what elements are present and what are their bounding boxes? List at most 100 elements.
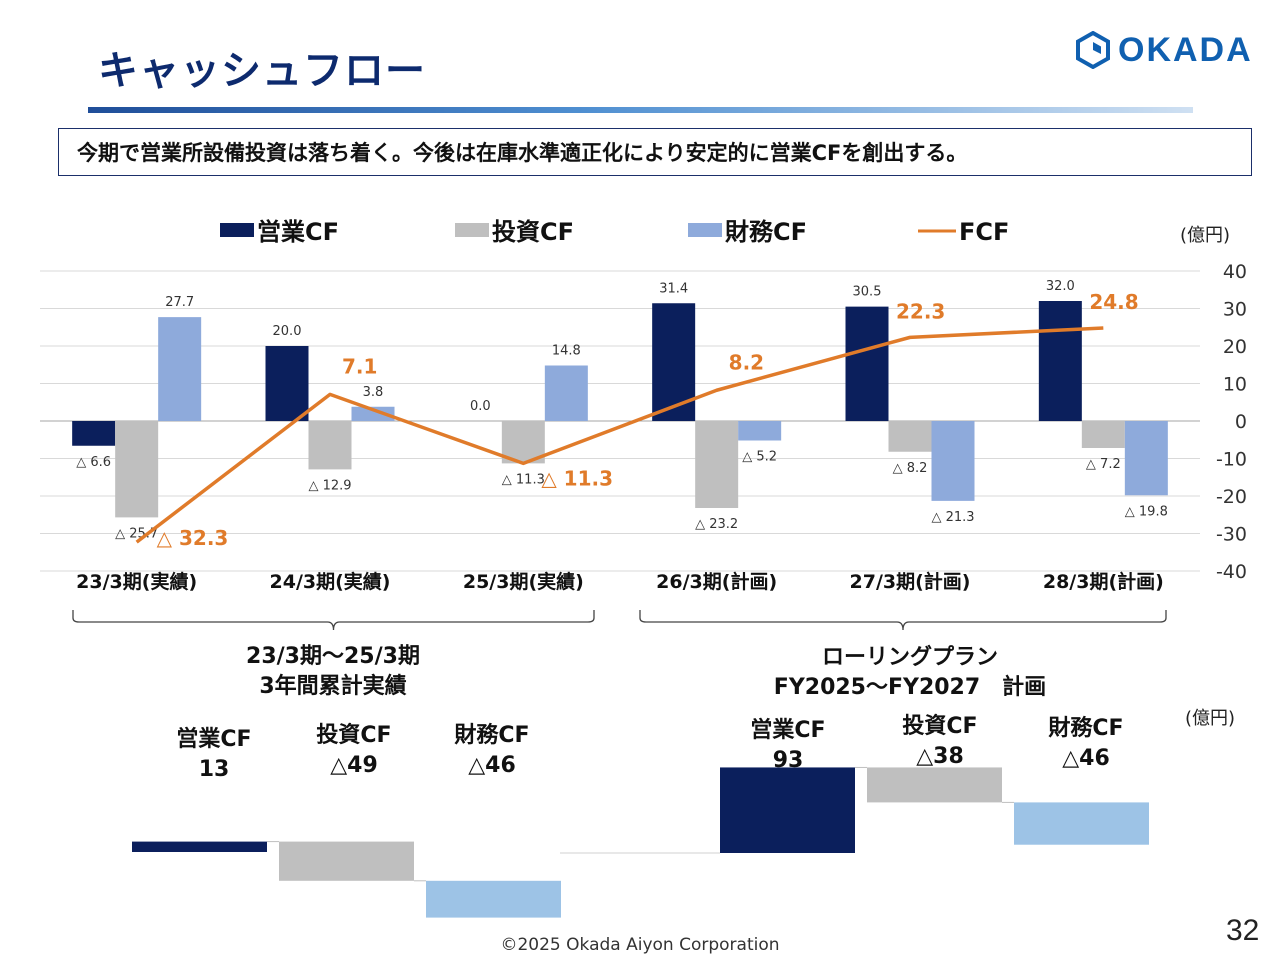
waterfall-value-label: △49 <box>330 753 378 778</box>
fcf-data-label: 8.2 <box>729 350 764 374</box>
x-tick-label: 23/3期(実績) <box>76 570 197 593</box>
fcf-data-label: 22.3 <box>896 299 945 323</box>
bar <box>1124 421 1168 496</box>
waterfall-group-label: ローリングプラン <box>822 644 998 670</box>
page-number: 32 <box>1226 914 1260 947</box>
bar <box>931 421 975 501</box>
bar <box>544 365 588 421</box>
logo-text: OKADA <box>1118 30 1253 69</box>
x-tick-label: 28/3期(計画) <box>1043 570 1164 593</box>
data-label: △ 6.6 <box>76 455 111 470</box>
title-rule <box>88 107 1193 113</box>
fcf-data-label: 7.1 <box>342 354 377 378</box>
x-tick-label: 25/3期(実績) <box>463 570 584 593</box>
page-title: キャッシュフロー <box>98 48 426 94</box>
waterfall-category-label: 投資CF <box>902 713 977 739</box>
waterfall-group-label: FY2025～FY2027 計画 <box>774 674 1046 700</box>
bar <box>845 306 889 421</box>
x-tick-label: 27/3期(計画) <box>850 570 971 593</box>
y-tick-label: 10 <box>1223 374 1247 396</box>
bar <box>738 421 782 441</box>
data-label: 30.5 <box>853 285 882 300</box>
waterfall-bar <box>720 767 855 853</box>
waterfall-value-label: 13 <box>199 757 230 782</box>
waterfall-group-label: 3年間累計実績 <box>259 673 406 699</box>
data-label: △ 11.3 <box>502 472 545 487</box>
waterfall-value-label: △38 <box>916 744 964 769</box>
y-tick-label: 30 <box>1223 299 1247 321</box>
bar <box>1081 421 1125 448</box>
unit-label: (億円) <box>1180 225 1230 246</box>
plan-brace <box>639 610 1167 631</box>
y-tick-label: -30 <box>1216 524 1247 546</box>
bar <box>115 421 159 518</box>
x-tick-label: 26/3期(計画) <box>656 570 777 593</box>
y-tick-label: 20 <box>1223 336 1247 358</box>
data-label: 0.0 <box>470 399 491 414</box>
fcf-data-label: 24.8 <box>1089 290 1138 314</box>
actuals-brace <box>72 610 595 631</box>
data-label: △ 8.2 <box>893 461 928 476</box>
waterfall-bar <box>426 880 561 918</box>
legend-label: 投資CF <box>492 218 574 246</box>
fcf-line <box>135 326 1104 544</box>
waterfall-bar <box>1014 802 1149 845</box>
y-tick-label: -20 <box>1216 486 1247 508</box>
data-label: △ 12.9 <box>308 478 351 493</box>
bar <box>351 406 395 421</box>
legend-label: 財務CF <box>725 218 807 246</box>
waterfall-bar <box>132 841 267 852</box>
bar <box>265 346 309 421</box>
waterfall-category-label: 財務CF <box>1048 715 1123 741</box>
waterfall-value-label: △46 <box>468 753 516 778</box>
y-tick-label: -40 <box>1216 561 1247 583</box>
fcf-data-label: △ 11.3 <box>541 466 613 490</box>
waterfall-group-label: 23/3期～25/3期 <box>246 644 420 669</box>
legend-swatch <box>220 223 254 237</box>
y-tick-label: 40 <box>1223 261 1247 283</box>
data-label: 31.4 <box>659 281 688 296</box>
data-label: 27.7 <box>165 295 194 310</box>
legend-swatch <box>688 223 722 237</box>
y-tick-label: 0 <box>1235 411 1247 433</box>
copyright-text: ©2025 Okada Aiyon Corporation <box>500 935 780 955</box>
waterfall-bar <box>279 841 414 881</box>
data-label: △ 19.8 <box>1125 504 1168 519</box>
bar <box>695 421 739 508</box>
unit-label: (億円) <box>1185 708 1235 729</box>
x-tick-label: 24/3期(実績) <box>270 570 391 593</box>
waterfall-value-label: 93 <box>773 748 804 773</box>
data-label: 32.0 <box>1046 279 1075 294</box>
legend-label: 営業CF <box>257 218 339 246</box>
okada-logo-icon <box>1076 31 1110 69</box>
waterfall-category-label: 営業CF <box>176 726 251 752</box>
fcf-data-label: △ 32.3 <box>157 526 229 550</box>
copyright-footer: ©2025 Okada Aiyon Corporation <box>0 935 1280 955</box>
bar <box>1038 301 1082 421</box>
company-logo: OKADA <box>1076 30 1253 70</box>
bar <box>888 421 932 452</box>
legend-swatch <box>455 223 489 237</box>
data-label: △ 7.2 <box>1086 457 1121 472</box>
data-label: △ 23.2 <box>695 517 738 532</box>
waterfall-category-label: 営業CF <box>750 717 825 743</box>
waterfall-value-label: △46 <box>1062 746 1110 771</box>
bar <box>72 421 116 446</box>
data-label: △ 5.2 <box>742 450 777 465</box>
legend-label: FCF <box>959 218 1009 246</box>
bar <box>652 303 696 421</box>
bar <box>158 317 202 421</box>
key-message-box: 今期で営業所設備投資は落ち着く。今後は在庫水準適正化により安定的に営業CFを創出… <box>58 128 1252 176</box>
key-message: 今期で営業所設備投資は落ち着く。今後は在庫水準適正化により安定的に営業CFを創出… <box>77 141 968 165</box>
data-label: 14.8 <box>552 344 581 359</box>
bar <box>308 421 352 470</box>
data-label: △ 25.7 <box>115 526 158 541</box>
data-label: △ 21.3 <box>931 510 974 525</box>
y-tick-label: -10 <box>1216 449 1247 471</box>
waterfall-bar <box>867 767 1002 803</box>
waterfall-category-label: 投資CF <box>316 722 391 748</box>
data-label: 3.8 <box>363 385 384 400</box>
data-label: 20.0 <box>273 324 302 339</box>
waterfall-category-label: 財務CF <box>454 722 529 748</box>
